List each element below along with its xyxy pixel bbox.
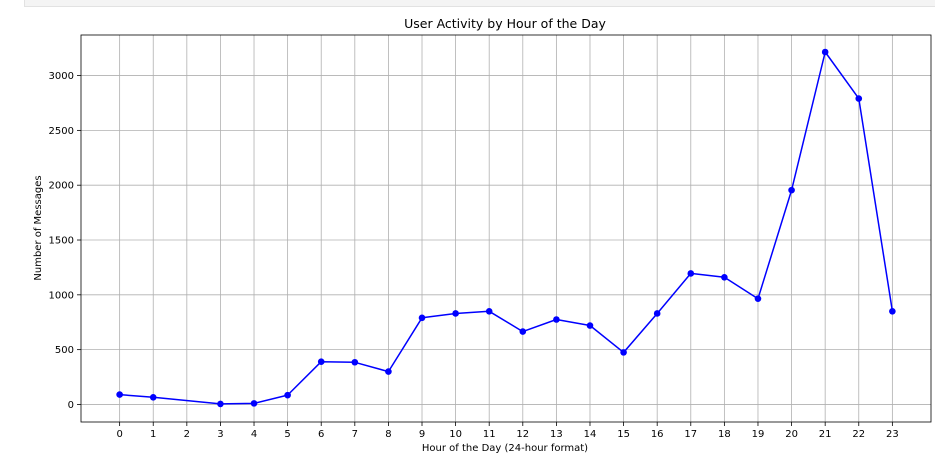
x-tick-label: 6	[318, 429, 324, 440]
y-tick-label: 2500	[49, 126, 74, 137]
x-tick-label: 5	[284, 429, 290, 440]
series-layer	[116, 48, 896, 408]
x-tick-label: 11	[483, 429, 496, 440]
x-tick-label: 3	[217, 429, 223, 440]
x-tick-label: 0	[116, 429, 122, 440]
x-tick-label: 18	[718, 429, 731, 440]
data-point	[855, 95, 863, 102]
x-tick-label: 1	[150, 429, 156, 440]
x-tick-label: 12	[516, 429, 529, 440]
series-line	[119, 51, 894, 405]
data-point	[653, 310, 661, 317]
data-point	[620, 349, 627, 356]
data-point	[889, 307, 896, 315]
x-tick-label: 15	[617, 429, 630, 440]
y-tick-label: 1000	[49, 290, 74, 301]
y-tick-label: 500	[55, 345, 74, 356]
data-point	[687, 270, 695, 277]
data-point	[116, 391, 123, 398]
x-tick-label: 22	[852, 429, 865, 440]
data-point	[351, 358, 359, 366]
x-tick-label: 2	[184, 429, 190, 440]
x-tick-label: 9	[419, 429, 425, 440]
x-tick-label: 19	[752, 429, 765, 440]
x-tick-label: 4	[251, 429, 257, 440]
x-tick-label: 14	[584, 429, 597, 440]
x-tick-label: 8	[385, 429, 391, 440]
y-tick-label: 1500	[49, 236, 74, 247]
grid-lines	[81, 35, 931, 422]
plot-area	[80, 34, 932, 423]
data-point	[519, 328, 527, 335]
data-point	[485, 307, 493, 315]
x-tick-label: 13	[550, 429, 563, 440]
data-point	[418, 314, 426, 322]
data-point	[149, 394, 157, 401]
x-tick-label: 17	[684, 429, 697, 440]
y-tick-label: 3000	[49, 71, 74, 82]
x-tick-label: 16	[651, 429, 664, 440]
data-point	[452, 310, 459, 317]
data-point	[721, 273, 728, 281]
y-axis-ticks: 0 500 1000 1500 2000 2500 3000	[49, 71, 81, 411]
data-point	[317, 358, 325, 366]
data-point	[754, 295, 762, 302]
x-tick-label: 23	[886, 429, 899, 440]
x-axis-label: Hour of the Day (24-hour format)	[422, 443, 588, 454]
data-point	[788, 186, 795, 194]
x-tick-label: 21	[819, 429, 832, 440]
data-point	[250, 400, 258, 407]
y-tick-label: 0	[68, 400, 74, 411]
x-tick-label: 10	[449, 429, 462, 440]
notebook-cell-edge	[24, 0, 935, 7]
chart-title: User Activity by Hour of the Day	[404, 16, 606, 31]
data-point	[217, 400, 224, 408]
x-tick-label: 7	[352, 429, 358, 440]
y-tick-label: 2000	[49, 181, 74, 192]
x-axis-ticks: 0 1 2 3 4 5 6 7 8 9 10 11 12 13 14 15 16 17 18 19 20 21 22 23	[116, 422, 899, 440]
data-point	[553, 316, 560, 323]
data-point	[586, 322, 594, 329]
data-point	[385, 368, 392, 375]
y-axis-label: Number of Messages	[33, 175, 44, 280]
x-tick-label: 20	[785, 429, 798, 440]
data-point	[284, 391, 291, 399]
data-point	[821, 48, 829, 56]
